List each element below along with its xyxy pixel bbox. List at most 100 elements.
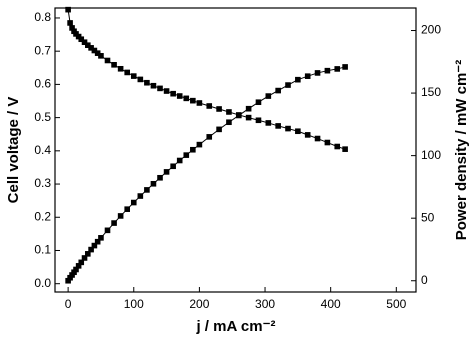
marker: [94, 238, 101, 245]
marker: [190, 97, 196, 104]
marker: [245, 114, 252, 121]
marker: [130, 73, 137, 79]
marker: [304, 132, 311, 138]
marker: [275, 123, 281, 129]
marker: [144, 79, 150, 86]
marker: [245, 105, 252, 112]
y-tick-label: 0.5: [34, 110, 51, 124]
marker: [334, 66, 341, 72]
marker: [206, 134, 213, 140]
series-line: [67, 66, 346, 282]
marker: [314, 135, 321, 142]
marker: [226, 109, 232, 115]
marker: [111, 62, 117, 68]
marker: [324, 139, 331, 146]
marker: [78, 259, 85, 266]
marker: [124, 206, 130, 212]
y-tick-label: 0.7: [34, 43, 51, 57]
marker: [104, 227, 111, 234]
marker: [67, 20, 73, 26]
marker: [255, 117, 262, 124]
marker: [265, 120, 272, 126]
marker: [176, 93, 183, 99]
marker: [295, 128, 301, 135]
marker: [255, 99, 262, 106]
marker: [117, 213, 124, 219]
marker: [170, 90, 176, 97]
marker: [137, 193, 144, 199]
marker: [157, 85, 163, 92]
marker: [157, 174, 163, 181]
y-tick-label: 0.2: [34, 209, 51, 223]
marker: [196, 100, 203, 106]
marker: [190, 146, 196, 153]
x-tick-label: 400: [321, 297, 341, 311]
marker: [81, 255, 88, 261]
marker: [130, 199, 137, 206]
marker: [65, 6, 71, 13]
x-tick-label: 200: [189, 297, 209, 311]
marker: [334, 143, 341, 150]
y-tick-label: 0.4: [34, 143, 51, 157]
y-tick-label: 0.0: [34, 276, 51, 290]
y-tick-label: 0.6: [34, 77, 51, 91]
marker: [304, 73, 311, 79]
y2-tick-label: 200: [421, 23, 441, 37]
marker: [163, 88, 170, 94]
marker: [216, 126, 222, 133]
marker: [78, 36, 85, 43]
y-tick-label: 0.3: [34, 176, 51, 190]
marker: [324, 67, 331, 74]
y2-tick-label: 100: [421, 148, 441, 162]
marker: [216, 106, 222, 112]
marker: [342, 146, 348, 152]
y-tick-label: 0.8: [34, 10, 51, 24]
y-axis-label: Cell voltage / V: [5, 97, 22, 204]
x-tick-label: 300: [255, 297, 275, 311]
marker: [117, 65, 124, 72]
marker: [150, 82, 157, 89]
marker: [111, 220, 117, 226]
marker: [206, 103, 213, 109]
marker: [137, 76, 144, 83]
marker: [104, 57, 111, 64]
y2-axis-label: Power density / mW cm⁻²: [453, 60, 470, 240]
marker: [144, 187, 150, 193]
marker: [94, 50, 101, 56]
marker: [85, 251, 91, 257]
marker: [163, 169, 170, 175]
marker: [75, 263, 82, 269]
y2-tick-label: 50: [421, 210, 435, 224]
marker: [91, 47, 98, 54]
marker: [170, 163, 176, 170]
marker: [65, 277, 71, 284]
marker: [85, 42, 91, 49]
marker: [314, 70, 321, 76]
series-line: [67, 9, 346, 150]
marker: [183, 95, 190, 102]
marker: [81, 39, 88, 46]
x-axis-label: j / mA cm⁻²: [195, 318, 275, 335]
y2-tick-label: 0: [421, 273, 428, 287]
marker: [150, 180, 157, 187]
marker: [88, 246, 94, 253]
marker: [226, 119, 232, 126]
x-tick-label: 100: [124, 297, 144, 311]
marker: [342, 64, 348, 70]
y-tick-label: 0.1: [34, 243, 51, 257]
y2-tick-label: 150: [421, 85, 441, 99]
marker: [265, 93, 272, 99]
marker: [176, 157, 183, 164]
marker: [91, 242, 98, 249]
marker: [69, 25, 75, 31]
marker: [124, 69, 130, 76]
marker: [183, 152, 190, 158]
marker: [285, 82, 291, 88]
x-tick-label: 500: [386, 297, 406, 311]
marker: [196, 141, 203, 148]
plot-frame: [54, 7, 417, 293]
marker: [73, 266, 79, 273]
marker: [285, 125, 291, 132]
marker: [88, 45, 94, 51]
